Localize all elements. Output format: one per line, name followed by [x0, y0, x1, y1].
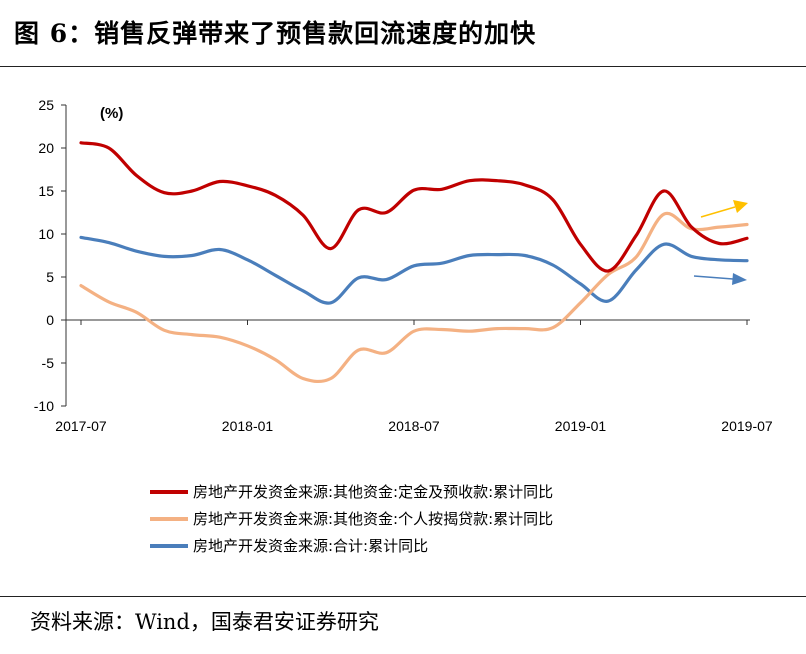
legend-swatch-total: [150, 543, 188, 548]
figure-title: 图 6：销售反弹带来了预售款回流速度的加快: [14, 19, 537, 48]
y-tick-label: 10: [38, 226, 54, 242]
y-unit-label: (%): [100, 105, 123, 122]
trend-arrow-up-shaft: [700, 206, 736, 218]
legend-label-total: 房地产开发资金来源:合计:累计同比: [193, 537, 429, 555]
legend-item-total: 房地产开发资金来源:合计:累计同比: [150, 532, 553, 559]
legend-label-deposits: 房地产开发资金来源:其他资金:定金及预收款:累计同比: [193, 483, 554, 501]
chart-legend: 房地产开发资金来源:其他资金:定金及预收款:累计同比 房地产开发资金来源:其他资…: [150, 478, 553, 559]
x-tick-label: 2019-01: [555, 418, 607, 434]
source-note: 资料来源：Wind，国泰君安证券研究: [30, 610, 379, 634]
x-tick-label: 2018-07: [388, 418, 440, 434]
y-tick-label: 25: [38, 97, 54, 113]
trend-arrow-right-head: [732, 273, 747, 285]
x-tick-label: 2019-07: [721, 418, 773, 434]
y-tick-label: 20: [38, 140, 54, 156]
y-tick-label: 5: [46, 269, 54, 285]
legend-label-mortgage: 房地产开发资金来源:其他资金:个人按揭贷款:累计同比: [193, 510, 554, 528]
y-tick-label: 0: [46, 312, 54, 328]
x-tick-label: 2018-01: [222, 418, 274, 434]
trend-arrow-up-head: [733, 200, 748, 213]
y-tick-label: 15: [38, 183, 54, 199]
trend-arrow-right-shaft: [693, 275, 734, 280]
top-divider: [0, 66, 806, 67]
series-line-total: [79, 235, 749, 305]
x-tick-label: 2017-07: [55, 418, 107, 434]
y-tick-label: -5: [42, 355, 55, 371]
legend-swatch-mortgage: [150, 516, 188, 521]
legend-swatch-deposits: [150, 489, 188, 494]
series-line-deposits: [79, 141, 749, 273]
y-tick-label: -10: [34, 398, 54, 414]
series-line-mortgage: [79, 211, 749, 384]
bottom-divider: [0, 596, 806, 597]
legend-item-mortgage: 房地产开发资金来源:其他资金:个人按揭贷款:累计同比: [150, 505, 553, 532]
legend-item-deposits: 房地产开发资金来源:其他资金:定金及预收款:累计同比: [150, 478, 553, 505]
